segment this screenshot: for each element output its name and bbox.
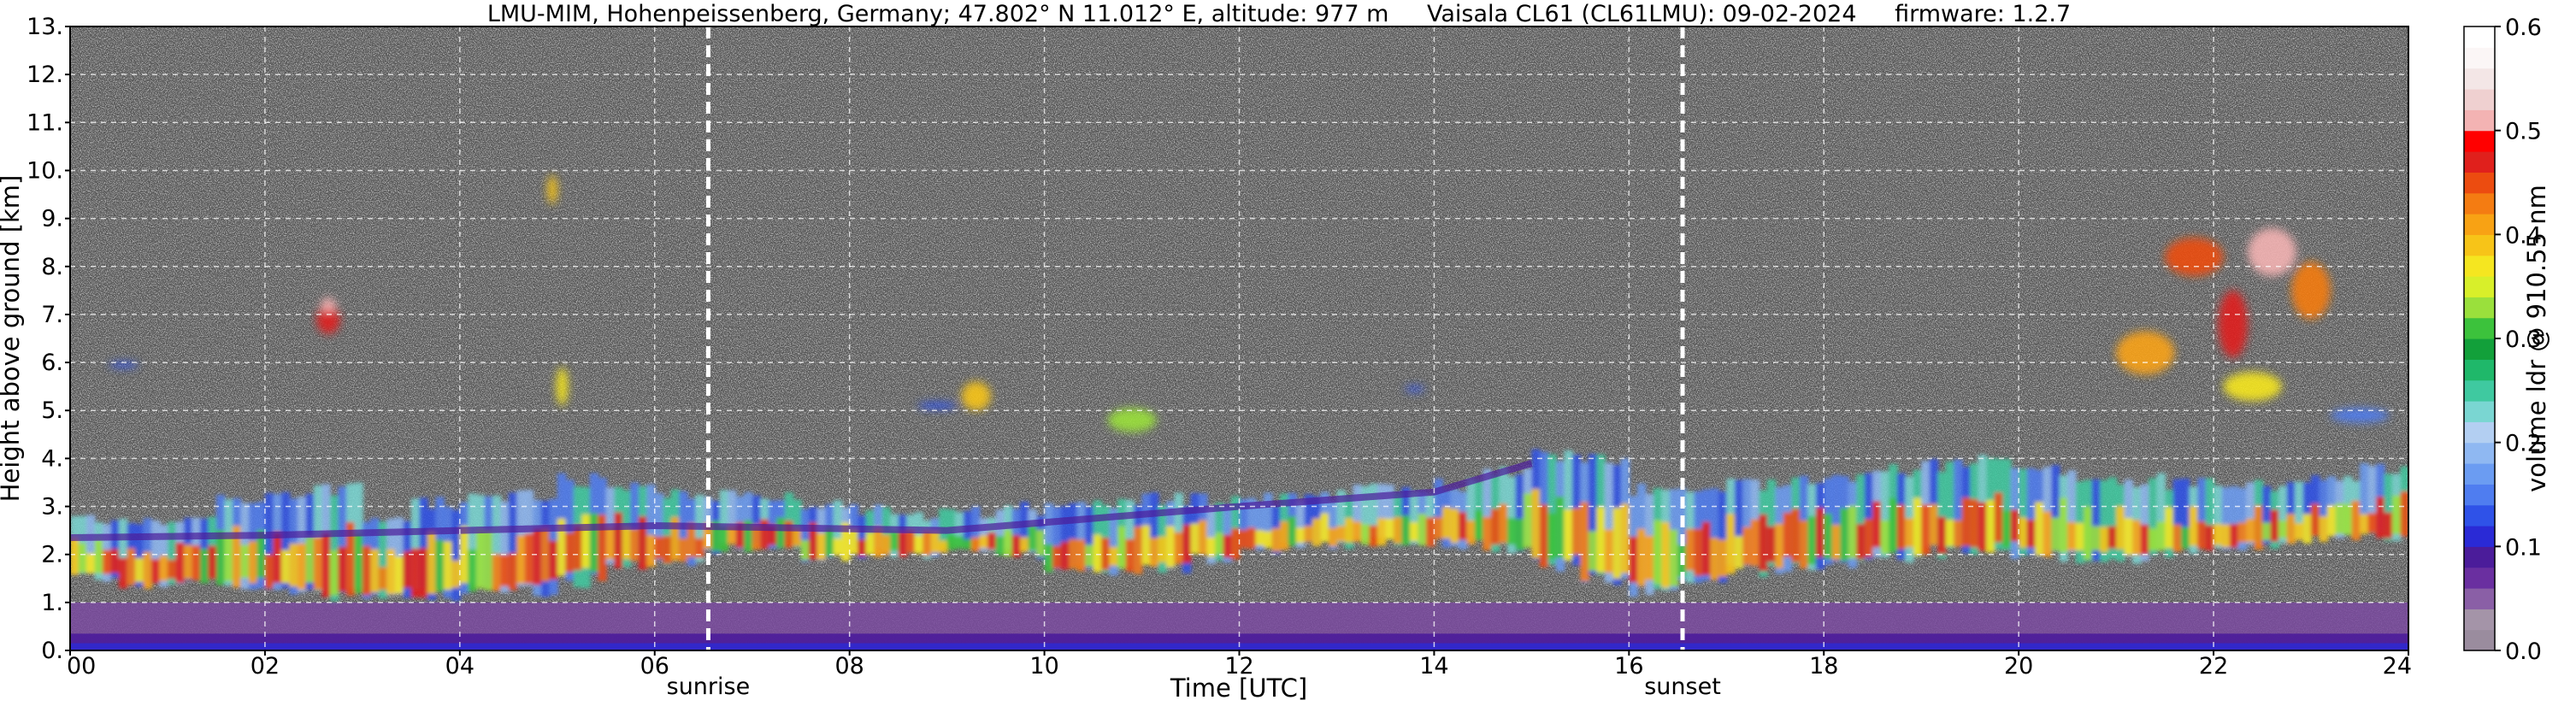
x-tick-label: 14 (1419, 653, 1448, 680)
y-tick-label: 13. (27, 14, 63, 40)
colorbar-segment (2464, 47, 2495, 69)
sun-marker-labels: sunrise sunset (667, 674, 1721, 700)
colorbar-segment (2464, 255, 2495, 277)
x-tick-label: 00 (67, 653, 96, 680)
colorbar-segment (2464, 546, 2495, 568)
colorbar-segment (2464, 484, 2495, 506)
colorbar-segment (2464, 588, 2495, 609)
colorbar-segment (2464, 359, 2495, 381)
x-tick-label: 22 (2199, 653, 2228, 680)
y-tick-label: 11. (27, 109, 63, 136)
sun-marker-lines (705, 26, 1685, 650)
y-tick-label: 12. (27, 62, 63, 88)
colorbar: 0.0 0.1 0.2 0.3 0.4 0.5 0.6 (2463, 15, 2542, 665)
colorbar-segment (2464, 89, 2495, 110)
grid-lines (70, 26, 2408, 650)
colorbar-tick-label: 0.1 (2505, 534, 2542, 561)
y-tick-label: 5. (41, 397, 63, 424)
y-tick-label: 10. (27, 157, 63, 184)
colorbar-segment (2464, 526, 2495, 547)
y-tick-label: 8. (41, 254, 63, 280)
title-left: LMU-MIM, Hohenpeissenberg, Germany; 47.8… (487, 1, 1389, 27)
x-axis-label: Time [UTC] (1170, 674, 1307, 703)
colorbar-segment (2464, 109, 2495, 132)
colorbar-segment (2464, 421, 2495, 444)
y-tick-label: 3. (41, 494, 63, 521)
sunset-label: sunset (1644, 674, 1721, 700)
colorbar-segment (2464, 68, 2495, 90)
title-right: firmware: 1.2.7 (1895, 1, 2071, 27)
chart-title: LMU-MIM, Hohenpeissenberg, Germany; 47.8… (487, 1, 2071, 27)
colorbar-segment (2464, 442, 2495, 464)
y-tick-label: 2. (41, 542, 63, 568)
x-tick-label: 24 (2383, 653, 2412, 680)
colorbar-segment (2464, 629, 2495, 651)
y-axis-label: Height above ground [km] (0, 175, 25, 503)
colorbar-segment (2464, 214, 2495, 235)
colorbar-tick-label: 0.5 (2505, 119, 2542, 145)
y-tick-label: 1. (41, 590, 63, 616)
colorbar-tick-label: 0.6 (2505, 15, 2542, 41)
colorbar-segment (2464, 276, 2495, 297)
colorbar-tick-label: 0.0 (2505, 638, 2542, 665)
colorbar-segment (2464, 172, 2495, 194)
colorbar-segment (2464, 26, 2495, 48)
colorbar-segment (2464, 130, 2495, 152)
y-tick-label: 4. (41, 445, 63, 472)
colorbar-segment (2464, 151, 2495, 173)
colorbar-segment (2464, 317, 2495, 339)
y-tick-label: 7. (41, 302, 63, 328)
sunrise-label: sunrise (667, 674, 751, 700)
x-tick-label: 06 (640, 653, 669, 680)
colorbar-segment (2464, 463, 2495, 485)
colorbar-segment (2464, 379, 2495, 402)
y-axis-ticks: 0. 1. 2. 3. 4. 5. 6. 7. 8. 9. 10. 11. 12. 13. (27, 14, 70, 664)
colorbar-tick-label: 0.3 (2505, 327, 2542, 353)
x-tick-label: 16 (1614, 653, 1643, 680)
y-tick-label: 6. (41, 350, 63, 376)
plot-area (70, 26, 2408, 650)
y-tick-label: 9. (41, 206, 63, 232)
colorbar-segment (2464, 297, 2495, 319)
colorbar-segment (2464, 609, 2495, 631)
colorbar-segment (2464, 338, 2495, 360)
x-tick-label: 20 (2004, 653, 2033, 680)
colorbar-label: volume ldr @ 910.55 nm (2522, 185, 2551, 492)
colorbar-segment (2464, 401, 2495, 422)
colorbar-segment (2464, 234, 2495, 256)
x-tick-label: 18 (1809, 653, 1838, 680)
title-center: Vaisala CL61 (CL61LMU): 09-02-2024 (1427, 1, 1857, 27)
boundary-layer (70, 449, 2408, 602)
colorbar-segment (2464, 504, 2495, 527)
colorbar-segment (2464, 192, 2495, 215)
colorbar-segment (2464, 567, 2495, 589)
x-tick-label: 12 (1224, 653, 1253, 680)
x-tick-label: 04 (445, 653, 475, 680)
x-tick-label: 08 (834, 653, 864, 680)
colorbar-tick-label: 0.2 (2505, 431, 2542, 457)
colorbar-tick-label: 0.4 (2505, 222, 2542, 249)
x-tick-label: 02 (251, 653, 280, 680)
y-tick-label: 0. (41, 638, 63, 664)
x-axis-ticks: 00 02 04 06 08 10 12 14 16 18 20 22 24 (67, 650, 2412, 680)
x-tick-label: 10 (1029, 653, 1058, 680)
